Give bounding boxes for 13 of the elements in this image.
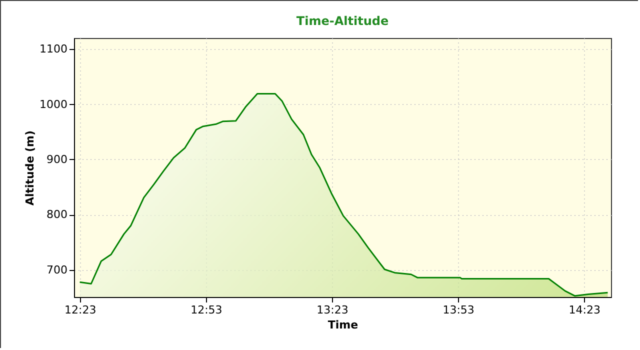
- chart-title: Time-Altitude: [296, 14, 389, 28]
- x-tick-label: 13:53: [442, 304, 474, 316]
- x-tick-label: 13:23: [316, 304, 348, 316]
- x-tick-label: 12:23: [64, 304, 96, 316]
- y-tick-label: 1100: [40, 42, 68, 56]
- x-tick-label: 12:53: [190, 304, 222, 316]
- y-tick-label: 1000: [40, 98, 68, 111]
- y-tick-label: 900: [46, 152, 68, 166]
- y-tick-label: 800: [46, 208, 68, 222]
- y-axis-title: Altitude (m): [24, 130, 37, 206]
- y-tick-label: 700: [46, 263, 68, 276]
- x-tick-label: 14:23: [568, 304, 600, 316]
- x-axis-title: Time: [328, 318, 358, 332]
